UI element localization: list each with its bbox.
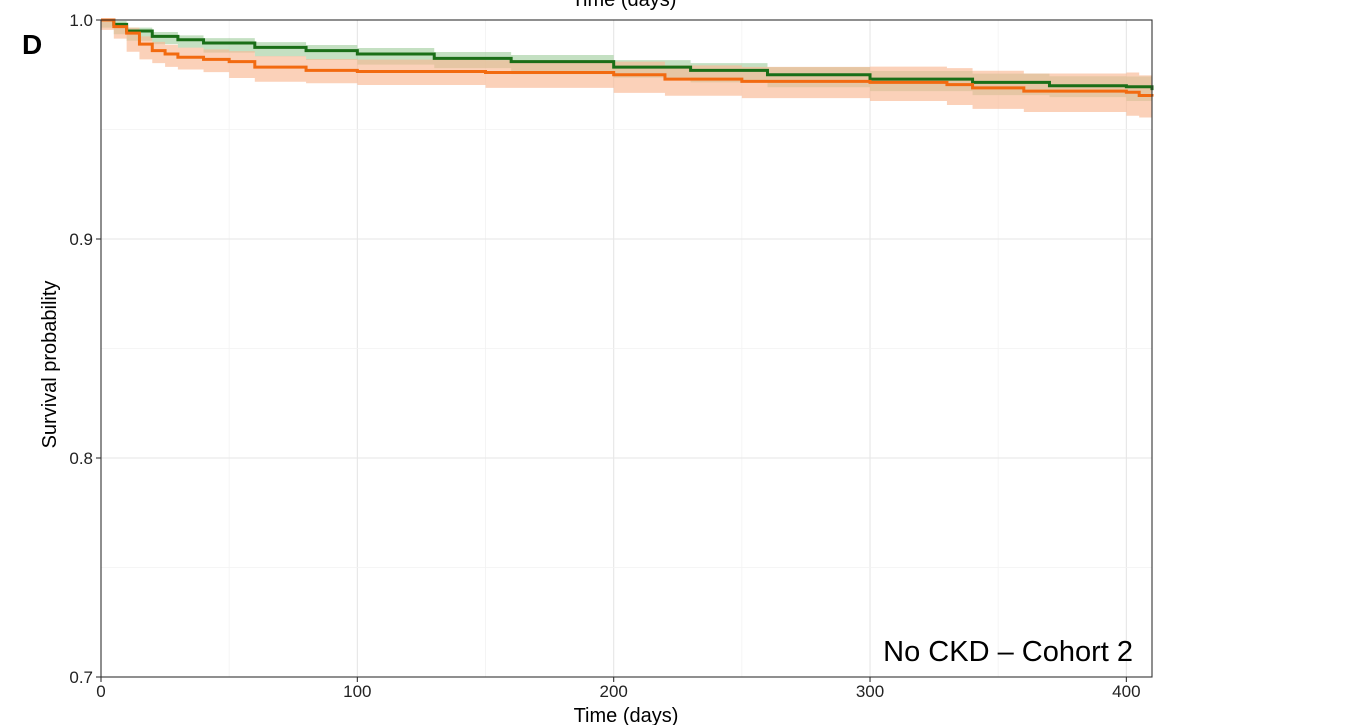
series-2-confidence-band (101, 20, 1152, 118)
axis-ticks: 0 100 200 300 400 0.7 0.8 0.9 1.0 (69, 11, 1140, 701)
series-2-curve (101, 18, 1154, 98)
x-axis-title: Time (days) (574, 705, 679, 725)
x-tick-label: 400 (1112, 682, 1140, 701)
x-tick-label: 0 (96, 682, 105, 701)
x-tick-label: 100 (343, 682, 371, 701)
panel-label: D (22, 29, 42, 60)
cropped-top-axis-title: Time (days) (572, 0, 677, 11)
y-tick-label: 0.7 (69, 668, 93, 687)
y-tick-label: 1.0 (69, 11, 93, 30)
x-tick-label: 300 (856, 682, 884, 701)
series-1-curve (101, 18, 1154, 91)
y-tick-label: 0.9 (69, 230, 93, 249)
grid (100, 19, 1152, 678)
plot-panel-border (100, 19, 1153, 678)
x-tick-label: 200 (599, 682, 627, 701)
survival-curves (101, 18, 1154, 98)
cohort-annotation: No CKD – Cohort 2 (883, 636, 1133, 668)
y-tick-label: 0.8 (69, 449, 93, 468)
y-axis-title: Survival probability (39, 281, 61, 449)
confidence-bands (101, 20, 1152, 118)
